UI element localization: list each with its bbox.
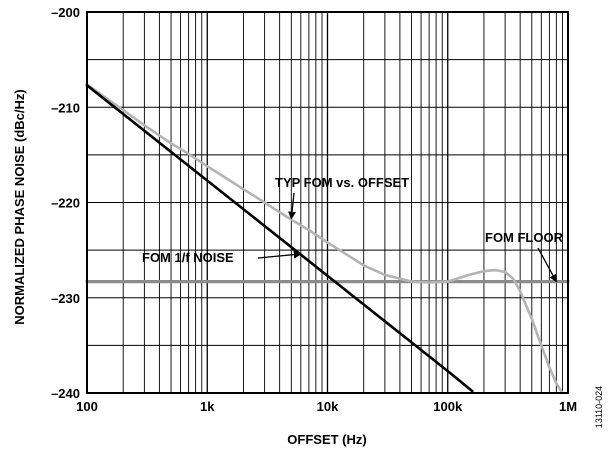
x-tick-label: 100k — [433, 399, 463, 414]
x-tick-label: 1k — [200, 399, 215, 414]
annotation-label: FOM FLOOR — [485, 230, 564, 245]
x-axis-title: OFFSET (Hz) — [287, 432, 366, 447]
figure-id: 13110-024 — [594, 386, 604, 428]
y-tick-label: –210 — [51, 100, 80, 115]
annotation-label: FOM 1/f NOISE — [142, 250, 234, 265]
annotation-arrow — [288, 192, 297, 220]
y-tick-label: –230 — [51, 291, 80, 306]
x-tick-label: 1M — [559, 399, 577, 414]
series-line-fom-1-f-noise — [85, 84, 474, 393]
annotation-arrow — [537, 247, 557, 283]
tick-labels: 100 1k 10k 100k 1M –200 –210 –220 –230 –240 — [51, 5, 577, 414]
annotation-arrow — [257, 250, 302, 259]
series-line-typ-fom-vs-offset — [85, 83, 564, 395]
y-tick-label: –220 — [51, 196, 80, 211]
series-lines — [85, 83, 570, 395]
grid — [87, 12, 568, 393]
y-tick-label: –200 — [51, 5, 80, 20]
plot-frame — [86, 11, 569, 394]
y-tick-label: –240 — [51, 386, 80, 401]
x-tick-label: 10k — [317, 399, 339, 414]
annotation-label: TYP FOM vs. OFFSET — [275, 175, 409, 190]
annotations: TYP FOM vs. OFFSET FOM 1/f NOISE FOM FLOOR — [142, 175, 564, 283]
y-axis-title: NORMALIZED PHASE NOISE (dBc/Hz) — [12, 89, 27, 324]
x-tick-label: 100 — [76, 399, 98, 414]
